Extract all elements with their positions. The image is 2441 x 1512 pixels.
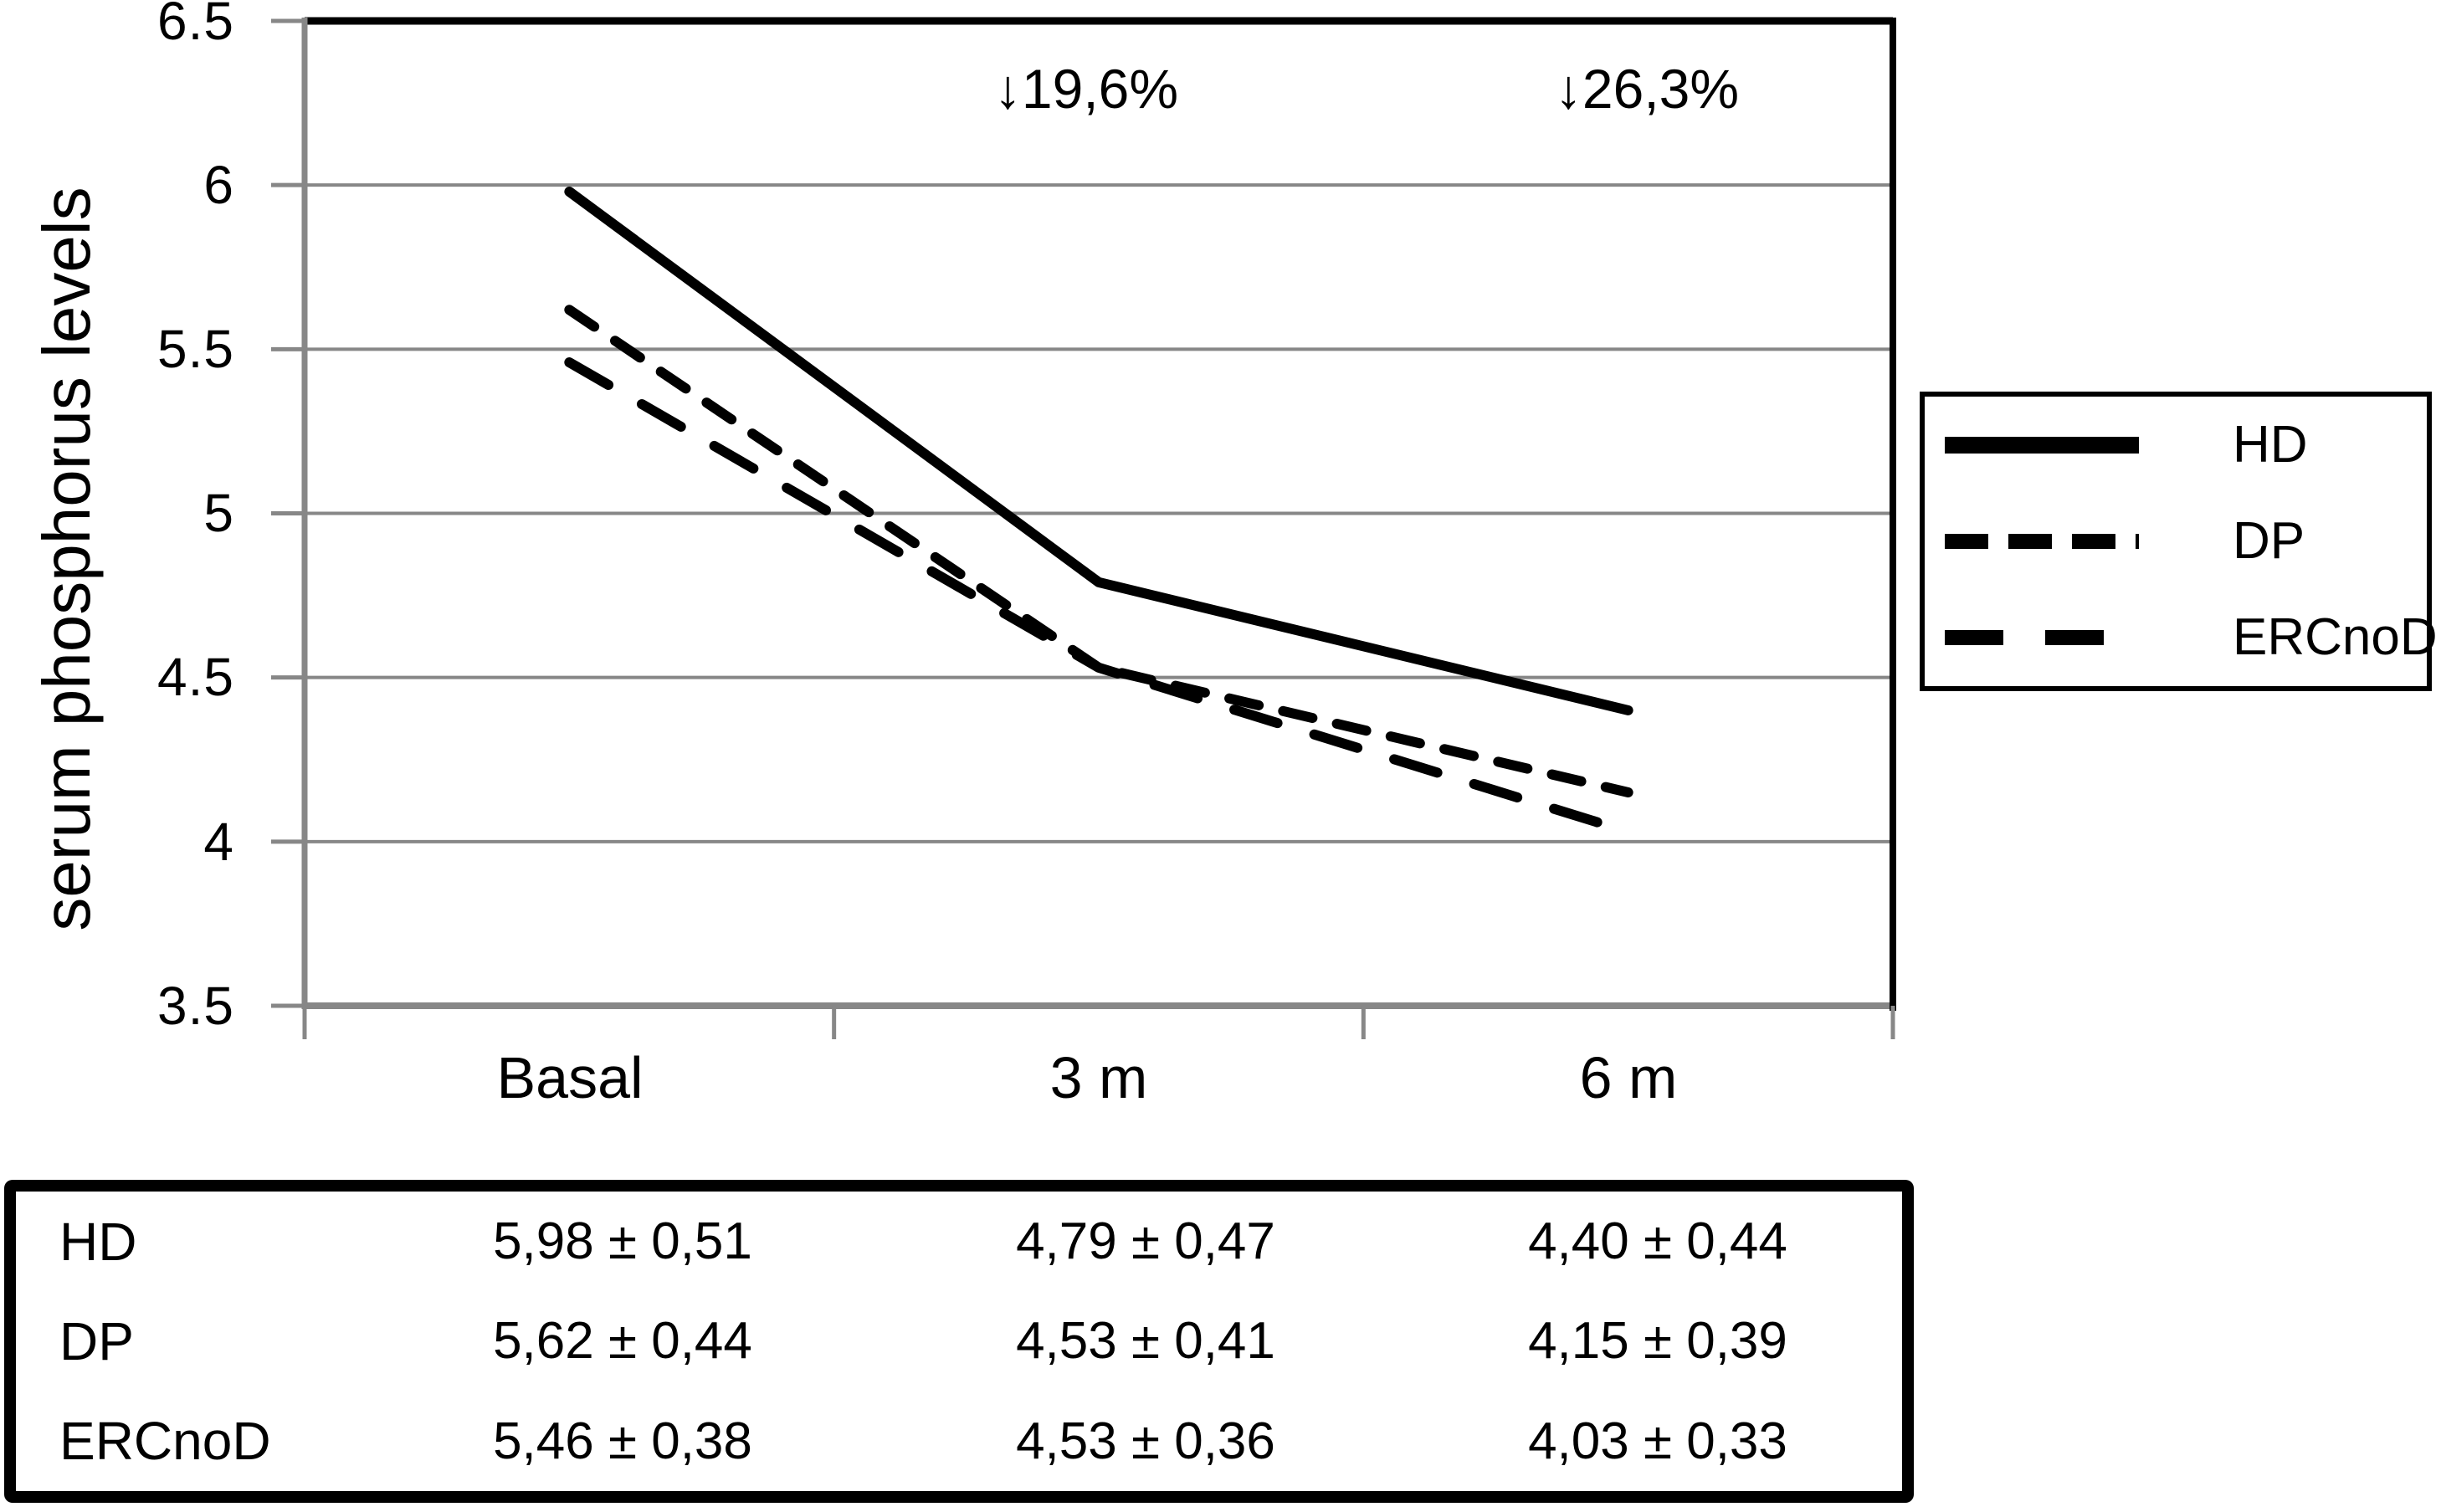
x-tick-label-basal: Basal	[496, 1045, 644, 1110]
table-cell: 4,40 ± 0,44	[1528, 1212, 1787, 1271]
table-cell: 5,62 ± 0,44	[493, 1312, 752, 1371]
table-cell: 4,79 ± 0,47	[1016, 1212, 1275, 1271]
y-tick-label: 4	[203, 812, 234, 872]
table-row: HD 5,98 ± 0,51 4,79 ± 0,47 4,40 ± 0,44	[16, 1192, 1902, 1291]
legend-item-hd: HD	[1925, 415, 2427, 474]
legend-label: DP	[2233, 511, 2305, 570]
legend-box: HD DP ERCnoD	[1920, 392, 2438, 691]
table-cell: 4,53 ± 0,36	[1016, 1412, 1275, 1470]
row-label: ERCnoD	[59, 1411, 271, 1472]
x-tick-label-3m: 3 m	[1049, 1045, 1148, 1110]
legend-label: HD	[2233, 415, 2308, 474]
series-line-dp	[564, 305, 1633, 797]
annotation-decrease-6m: ↓26,3%	[1554, 58, 1740, 120]
y-tick-label: 4.5	[157, 647, 234, 707]
hd-solid-line-sample	[1945, 436, 2139, 454]
y-tick-label: 3.5	[157, 976, 234, 1036]
legend-item-dp: DP	[1925, 511, 2427, 570]
values-table: HD 5,98 ± 0,51 4,79 ± 0,47 4,40 ± 0,44 D…	[4, 1180, 1914, 1503]
x-tick-label-6m: 6 m	[1579, 1045, 1678, 1110]
dp-dashed-line-sample	[1945, 533, 2139, 549]
table-row: ERCnoD 5,46 ± 0,38 4,53 ± 0,36 4,03 ± 0,…	[16, 1392, 1902, 1491]
y-tick-label: 6	[203, 155, 234, 215]
table-cell: 4,53 ± 0,41	[1016, 1312, 1275, 1371]
y-tick-label: 5.5	[157, 319, 234, 379]
ercnod-dashed-line-sample	[1945, 630, 2139, 646]
row-label: DP	[59, 1310, 134, 1371]
table-cell: 5,46 ± 0,38	[493, 1412, 752, 1470]
table-cell: 4,03 ± 0,33	[1528, 1412, 1787, 1470]
table-cell: 4,15 ± 0,39	[1528, 1312, 1787, 1371]
series-line-hd	[564, 187, 1633, 715]
y-tick-label: 5	[203, 483, 234, 543]
legend-item-ercnod: ERCnoD	[1925, 610, 2438, 665]
table-cell: 5,98 ± 0,51	[493, 1212, 752, 1271]
table-row: DP 5,62 ± 0,44 4,53 ± 0,41 4,15 ± 0,39	[16, 1291, 1902, 1391]
legend-label: ERCnoD	[2233, 608, 2438, 667]
annotation-decrease-3m: ↓19,6%	[993, 58, 1179, 120]
row-label: HD	[59, 1211, 137, 1272]
y-tick-label: 6.5	[157, 0, 234, 51]
series-line-ercnod	[564, 357, 1633, 838]
